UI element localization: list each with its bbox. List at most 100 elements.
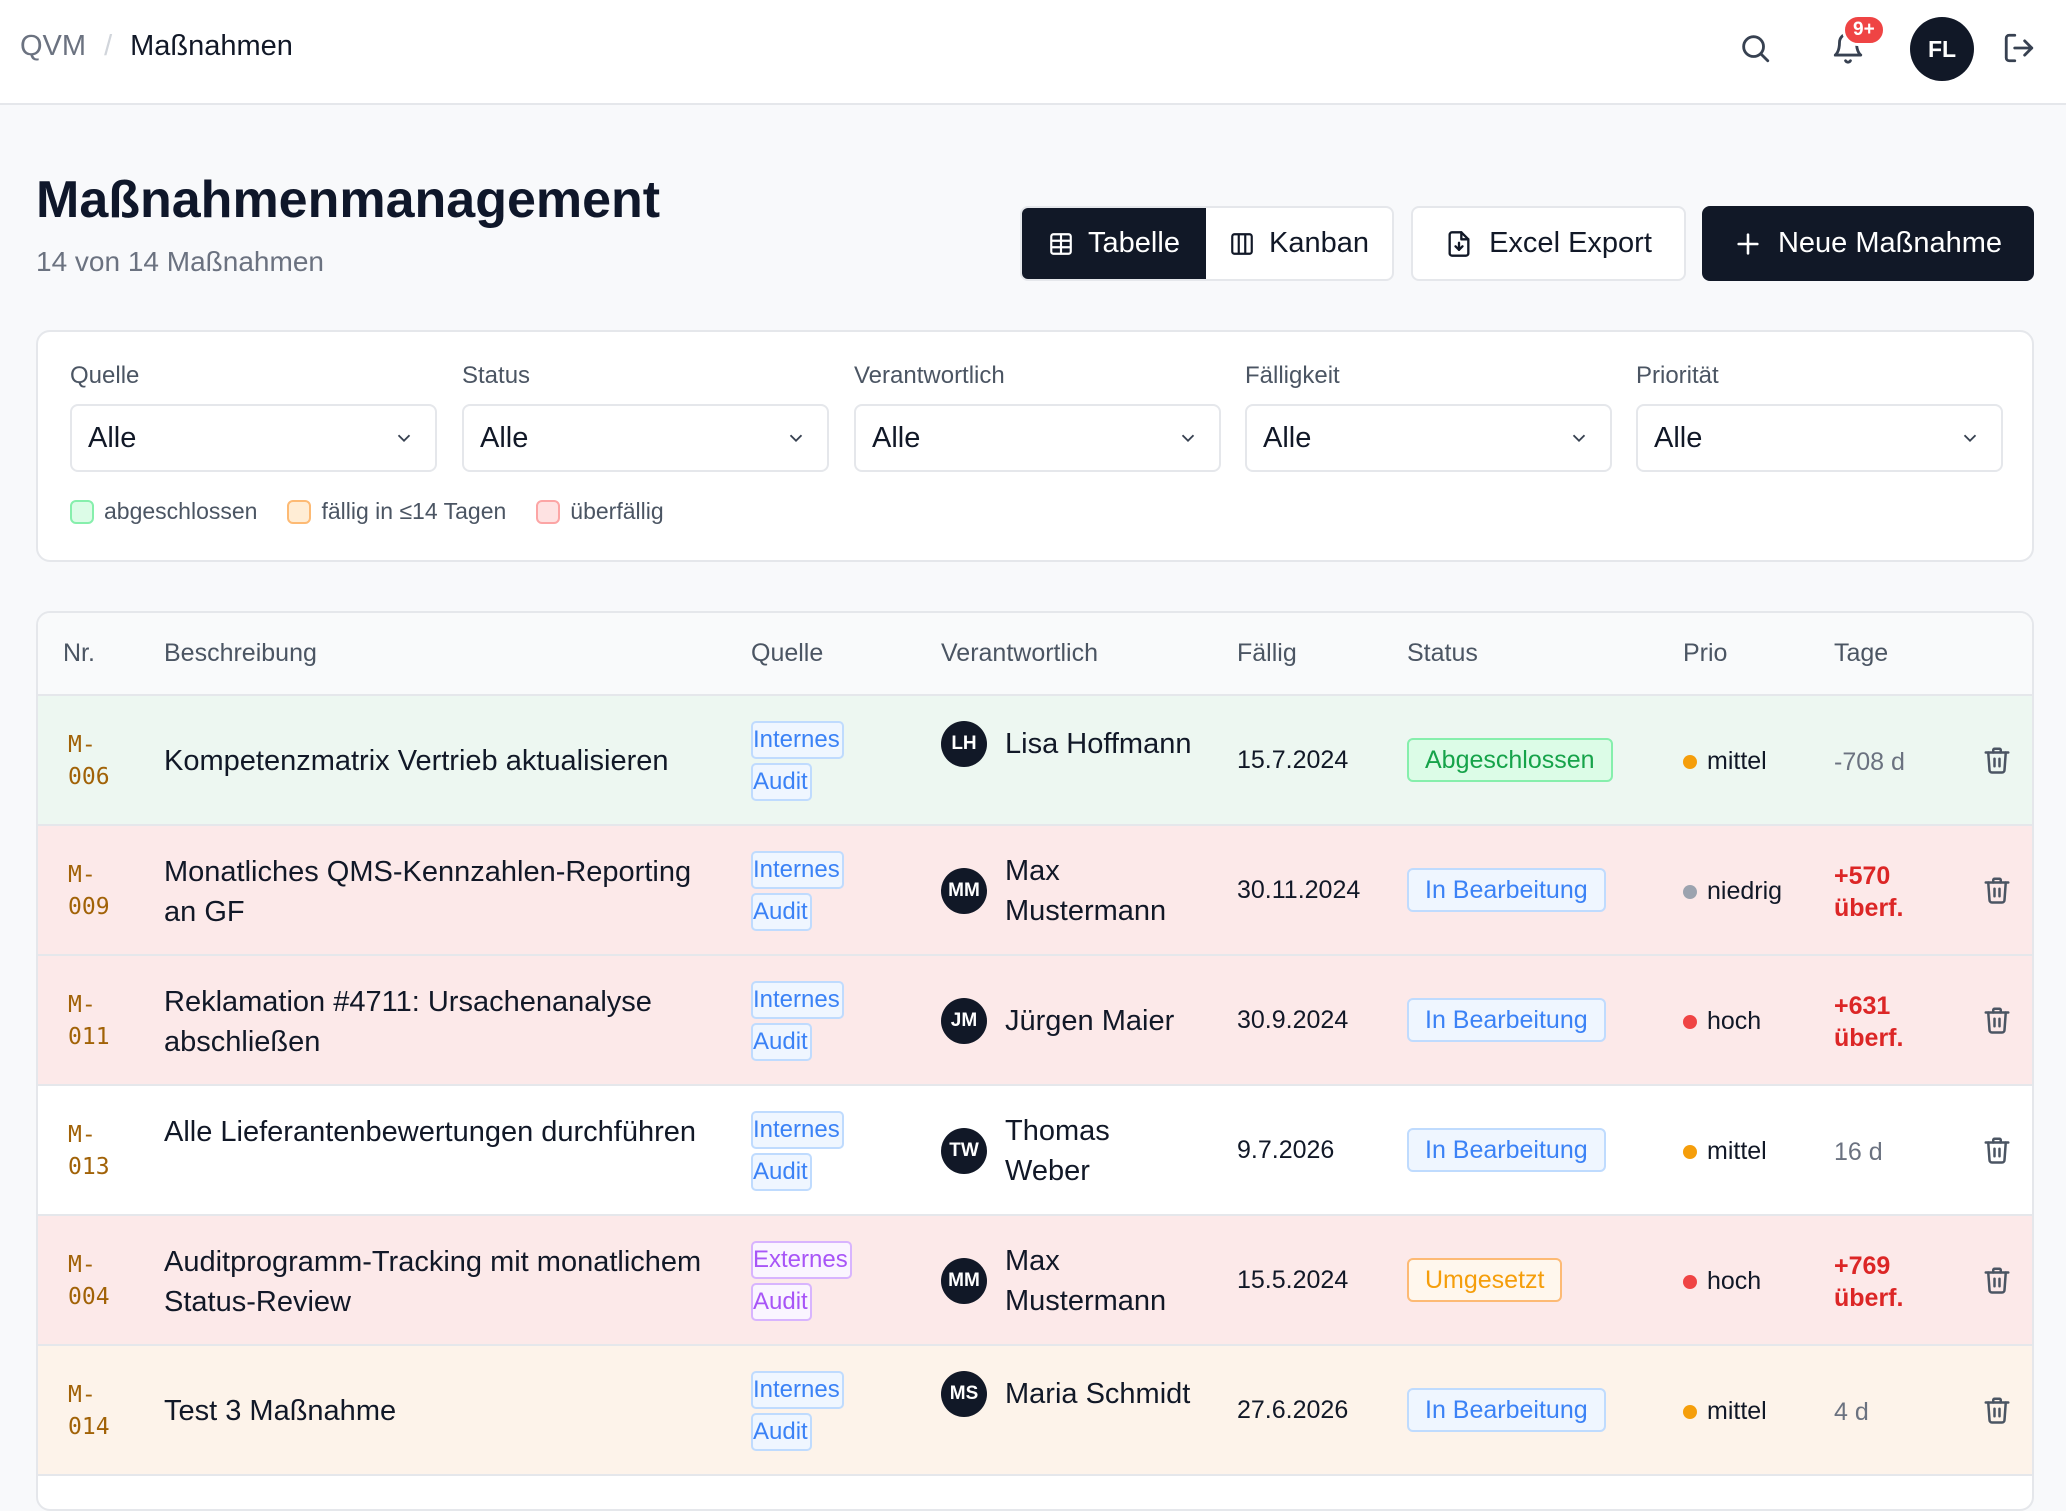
measure-number: M- 014 [68,1379,128,1443]
column-header-verantwortlich[interactable]: Verantwortlich [941,639,1099,667]
source-tag-line: Internes [751,1371,844,1409]
trash-icon[interactable] [1982,1265,2014,1297]
priority: hoch [1683,1007,1761,1036]
table-header: Nr. Beschreibung Quelle Verantwortlich F… [38,613,2032,696]
chevron-down-icon [789,434,803,443]
days-remaining: -708 d [1834,746,1905,778]
days-remaining: 16 d [1834,1136,1883,1168]
filter-value: Alle [872,421,921,454]
trash-icon[interactable] [1982,1395,2014,1427]
page-title: Maßnahmenmanagement [36,171,661,229]
table-row[interactable]: M- 006 Kompetenzmatrix Vertrieb aktualisi… [38,696,2032,826]
source-tag: Internes Audit [751,851,881,935]
legend-item-completed: abgeschlossen [70,498,257,525]
view-kanban-button[interactable]: Kanban [1206,208,1392,279]
due-date: 30.9.2024 [1237,1006,1349,1034]
days-overdue: +769 überf. [1834,1250,1903,1314]
priority-label: mittel [1707,1397,1767,1425]
source-tag-line: Internes [751,981,844,1019]
responsible-name: Maria Schmidt [1005,1378,1191,1410]
status-badge: Umgesetzt [1407,1258,1563,1302]
column-header-status[interactable]: Status [1407,639,1478,667]
table-row[interactable]: M- 004 Auditprogramm-Tracking mit monatli… [38,1216,2032,1346]
responsible: LH Lisa Hoffmann [941,721,1195,767]
measure-number: M- 004 [68,1249,128,1313]
priority: mittel [1683,747,1767,776]
due-date: 15.7.2024 [1237,746,1349,774]
measure-description[interactable]: Reklamation #4711: Ursachenanalyse absch… [164,986,652,1058]
source-tag-line: Audit [751,893,812,931]
view-table-button[interactable]: Tabelle [1022,208,1206,279]
column-header-faellig[interactable]: Fällig [1237,639,1297,667]
filter-label: Fälligkeit [1245,362,1340,389]
chevron-down-icon [397,434,411,443]
source-tag-line: Internes [751,1111,844,1149]
source-tag-line: Internes [751,851,844,889]
priority-label: mittel [1707,1137,1767,1165]
days-value: 4 d [1834,1398,1869,1426]
measure-number: M- 009 [68,859,128,923]
table-icon [1050,232,1072,255]
chevron-down-icon [1572,434,1586,443]
trash-icon[interactable] [1982,1005,2014,1037]
trash-icon[interactable] [1982,1135,2014,1167]
responsible-name: Lisa Hoffmann [1005,728,1192,760]
column-header-quelle[interactable]: Quelle [751,639,824,667]
trash-icon[interactable] [1982,875,2014,907]
measure-description[interactable]: Monatliches QMS-Kennzahlen-Reporting an … [164,856,692,928]
column-header-tage[interactable]: Tage [1834,639,1889,667]
legend-swatch [70,499,94,524]
measure-number-prefix: M- [68,732,96,758]
legend-swatch [287,499,312,524]
status-legend: abgeschlossen fällig in ≤14 Tagen überfä… [70,498,664,525]
legend-item-overdue: überfällig [536,498,664,525]
measure-description[interactable]: Alle Lieferantenbewertungen durchführen [164,1116,697,1148]
responsible-name: Jürgen Maier [1005,1005,1175,1037]
column-header-nr[interactable]: Nr. [63,639,95,667]
source-tag: Internes Audit [751,981,881,1065]
file-download-icon [1448,230,1470,257]
priority-dot [1683,1014,1697,1029]
chevron-down-icon [1963,434,1977,443]
source-tag: Internes Audit [751,721,881,805]
excel-export-button[interactable]: Excel Export [1411,206,1686,281]
measures-table: Nr. Beschreibung Quelle Verantwortlich F… [36,611,2034,1511]
filter-label: Verantwortlich [854,362,1005,389]
days-suffix: überf. [1834,894,1904,922]
due-date: 15.5.2024 [1237,1266,1349,1294]
priority-dot [1683,1144,1697,1159]
filter-prioritaet-select[interactable]: Alle [1636,404,2003,472]
filter-verantwortlich-select[interactable]: Alle [854,404,1221,472]
table-row[interactable]: M- 013 Alle Lieferantenbewertungen durchf… [38,1086,2032,1216]
days-overdue: +570 überf. [1834,860,1903,924]
days-value: -708 d [1834,748,1905,776]
new-measure-button[interactable]: Neue Maßnahme [1702,206,2034,281]
responsible-avatar: TW [941,1128,987,1174]
responsible-avatar: MS [941,1371,987,1417]
column-header-prio[interactable]: Prio [1683,639,1728,667]
filter-value: Alle [1654,421,1703,454]
source-tag-line: Audit [751,1153,812,1191]
breadcrumb-root-link[interactable]: QVM [20,30,87,62]
user-avatar[interactable]: FL [1910,17,1974,81]
responsible: TW Thomas Weber [941,1111,1195,1191]
status-badge: In Bearbeitung [1407,1128,1606,1172]
search-icon[interactable] [1733,26,1777,70]
filter-label: Status [462,362,531,389]
measure-description[interactable]: Test 3 Maßnahme [164,1395,397,1427]
trash-icon[interactable] [1982,745,2014,777]
filter-quelle-select[interactable]: Alle [70,404,437,472]
legend-label: überfällig [570,498,664,524]
table-row[interactable]: M- 014 Test 3 Maßnahme Internes Audit MS … [38,1346,2032,1476]
filter-status-select[interactable]: Alle [462,404,829,472]
filter-faelligkeit-select[interactable]: Alle [1245,404,1612,472]
measure-description[interactable]: Kompetenzmatrix Vertrieb aktualisieren [164,745,669,777]
table-row[interactable]: M- 011 Reklamation #4711: Ursachenanalyse… [38,956,2032,1086]
filter-verantwortlich: Verantwortlich Alle [854,362,1221,472]
logout-icon[interactable] [1997,26,2041,70]
column-header-beschreibung[interactable]: Beschreibung [164,639,317,667]
legend-swatch [536,499,561,524]
measure-description[interactable]: Auditprogramm-Tracking mit monatlichem S… [164,1246,702,1318]
table-row[interactable]: M- 009 Monatliches QMS-Kennzahlen-Reporti… [38,826,2032,956]
days-value: +570 [1834,862,1891,890]
